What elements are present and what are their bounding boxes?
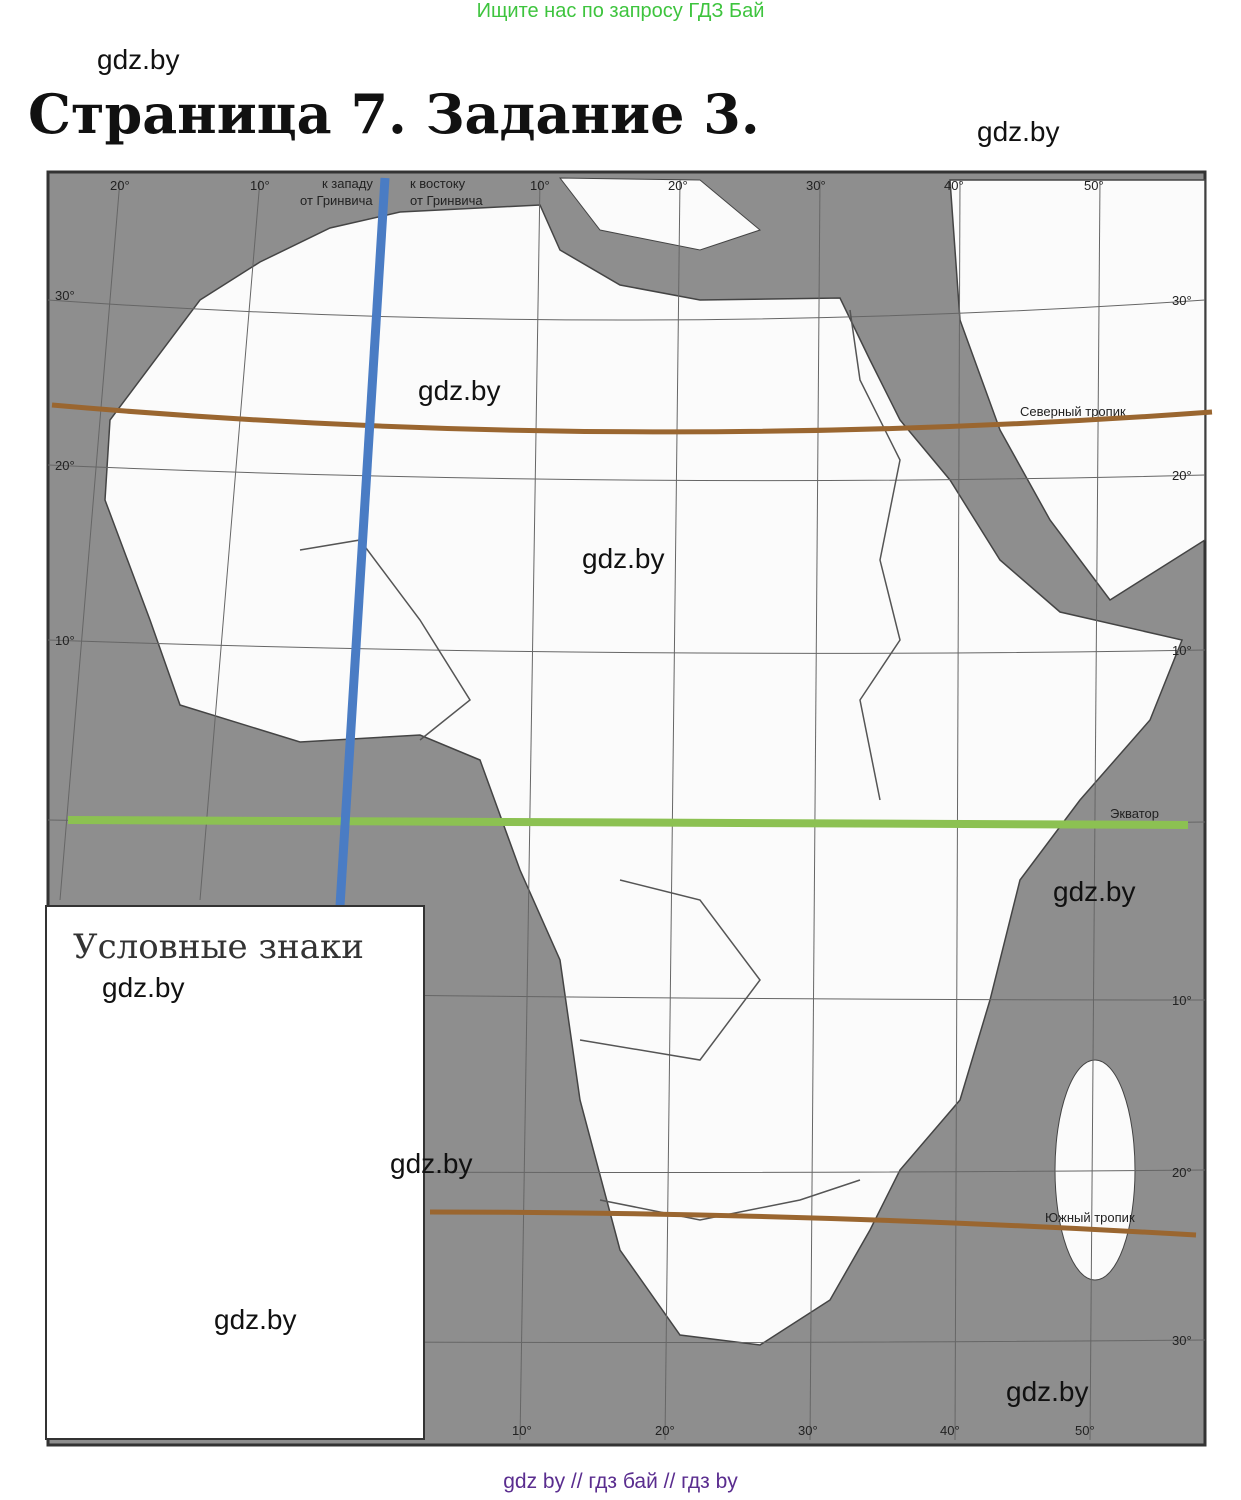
watermark: gdz.by — [582, 543, 665, 574]
prime-meridian-line — [335, 177, 390, 907]
tick-label: 50° — [1084, 178, 1104, 193]
tick-label: 20° — [1172, 1165, 1192, 1180]
tick-label: 10° — [1172, 643, 1192, 658]
watermark: gdz.by — [1053, 876, 1136, 907]
tick-label: 10° — [1172, 993, 1192, 1008]
tick-label: 30° — [1172, 1333, 1192, 1348]
watermark: gdz.by — [214, 1304, 297, 1335]
legend-box: Условные знаки — [45, 905, 425, 1440]
tick-label: 20° — [55, 458, 75, 473]
tick-label: 30° — [806, 178, 826, 193]
watermark: gdz.by — [102, 972, 185, 1003]
label-west-line1: к западу — [322, 176, 373, 191]
tick-label: 40° — [944, 178, 964, 193]
page-title: Страница 7. Задание 3. — [28, 82, 760, 146]
tick-label: 40° — [940, 1423, 960, 1438]
land-arabia — [949, 179, 1206, 602]
tick-label: 20° — [1172, 468, 1192, 483]
tropic-of-cancer-line — [51, 402, 1213, 435]
label-east-line2: от Гринвича — [410, 193, 483, 208]
watermark: gdz.by — [418, 375, 501, 406]
label-tropic-north: Северный тропик — [1020, 404, 1126, 419]
tick-label: 30° — [55, 288, 75, 303]
tick-label: 20° — [668, 178, 688, 193]
label-tropic-south: Южный тропик — [1045, 1210, 1135, 1225]
watermark: gdz.by — [977, 116, 1060, 147]
tick-label: 10° — [512, 1423, 532, 1438]
tick-label: 10° — [530, 178, 550, 193]
search-hint-link[interactable]: Ищите нас по запросу ГДЗ Бай — [476, 0, 765, 22]
tick-label: 20° — [110, 178, 130, 193]
label-west-line2: от Гринвича — [300, 193, 373, 208]
footer-links[interactable]: gdz by // гдз бай // гдз by — [503, 1470, 738, 1493]
tick-label: 10° — [250, 178, 270, 193]
watermark: gdz.by — [390, 1148, 473, 1179]
watermark: gdz.by — [1006, 1376, 1089, 1407]
tick-label: 10° — [55, 633, 75, 648]
tick-label: 50° — [1075, 1423, 1095, 1438]
watermark: gdz.by — [97, 44, 180, 75]
tick-label: 30° — [1172, 293, 1192, 308]
rivers — [299, 309, 901, 1221]
label-east-line1: к востоку — [410, 176, 466, 191]
tick-label: 30° — [798, 1423, 818, 1438]
madagascar — [1054, 1059, 1136, 1281]
tropic-of-capricorn-line — [429, 1209, 1197, 1238]
land-europe — [558, 177, 762, 251]
label-equator: Экватор — [1110, 806, 1159, 821]
tick-label: 20° — [655, 1423, 675, 1438]
equator-line — [67, 816, 1189, 829]
legend-title: Условные знаки — [73, 927, 364, 967]
